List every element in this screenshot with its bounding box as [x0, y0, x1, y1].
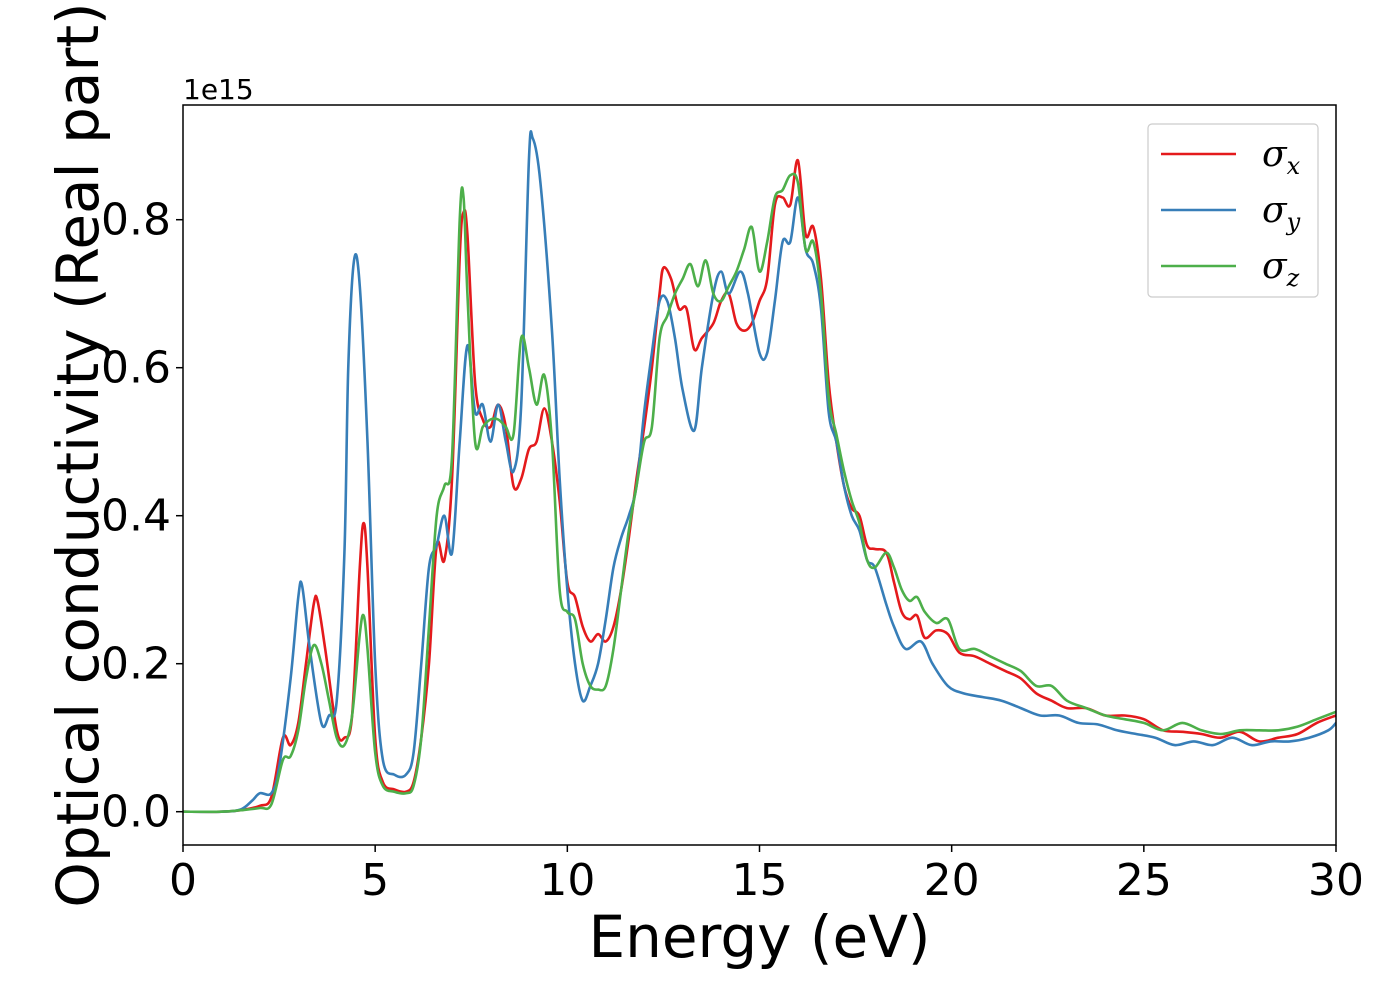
x-tick-label: 15	[732, 855, 788, 906]
x-tick-label: 5	[361, 855, 389, 906]
x-axis: 0 5 10 15 20 25 30	[169, 845, 1364, 906]
y-axis: 0.0 0.2 0.4 0.6 0.8	[101, 195, 183, 838]
y-tick-label: 0.2	[101, 639, 171, 690]
x-tick-label: 10	[539, 855, 595, 906]
series-layer	[183, 130, 1336, 814]
y-tick-label: 0.6	[101, 343, 171, 394]
x-tick-label: 25	[1116, 855, 1172, 906]
y-axis-title: Optical conductivity (Real part)	[44, 2, 112, 907]
x-tick-label: 30	[1308, 855, 1364, 906]
x-axis-title: Energy (eV)	[588, 903, 930, 971]
legend-label-sigma-z: σz	[1262, 246, 1300, 292]
y-axis-offset-label: 1e15	[183, 73, 254, 106]
series-line-sigma-z	[183, 172, 1336, 814]
y-tick-label: 0.0	[101, 787, 171, 838]
series-line-sigma-y	[183, 130, 1336, 814]
y-tick-label: 0.8	[101, 195, 171, 246]
x-tick-label: 20	[924, 855, 980, 906]
x-tick-label: 0	[169, 855, 197, 906]
y-tick-label: 0.4	[101, 491, 171, 542]
